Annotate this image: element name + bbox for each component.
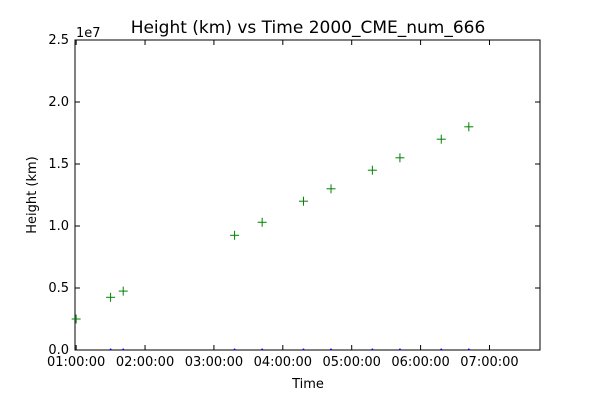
plot-area-frame — [74, 39, 541, 351]
x-tick: 03:00:00 — [185, 40, 243, 370]
y-axis-label: Height (km) — [25, 156, 40, 233]
x-tick-label: 04:00:00 — [254, 355, 312, 370]
data-point-dot — [109, 348, 112, 351]
x-tick-label: 02:00:00 — [116, 355, 174, 370]
y-tick: 1.5 — [48, 157, 540, 172]
data-point-dot — [467, 348, 470, 351]
data-point-plus — [257, 217, 267, 227]
x-tick: 01:00:00 — [47, 40, 105, 370]
y-tick: 1.0 — [48, 219, 540, 234]
y-tick-label: 1.0 — [48, 219, 69, 234]
data-point-plus — [106, 292, 116, 302]
data-point-dot — [261, 348, 264, 351]
data-point-dot — [330, 348, 333, 351]
data-point-dot — [302, 348, 305, 351]
y-tick-label: 2.0 — [48, 95, 69, 110]
x-tick-label: 05:00:00 — [323, 355, 381, 370]
data-point-plus — [367, 165, 377, 175]
chart-title: Height (km) vs Time 2000_CME_num_666 — [131, 18, 486, 38]
y-tick-label: 0.0 — [48, 343, 69, 358]
x-tick: 05:00:00 — [323, 40, 381, 370]
data-marks — [71, 122, 474, 351]
data-point-plus — [298, 196, 308, 206]
data-point-plus — [326, 184, 336, 194]
x-tick: 06:00:00 — [391, 40, 450, 370]
data-point-dot — [440, 348, 443, 351]
x-tick-label: 01:00:00 — [47, 355, 105, 370]
y-axis-ticks: 0.0 0.5 1.0 1.5 2.0 2.5 — [48, 33, 540, 358]
data-point-dot — [398, 348, 401, 351]
y-tick: 2.5 — [48, 33, 540, 48]
x-tick-label: 07:00:00 — [460, 355, 518, 370]
x-axis-label: Time — [291, 377, 324, 392]
data-point-plus — [436, 134, 446, 144]
x-tick-label: 06:00:00 — [391, 355, 449, 370]
data-point-plus — [118, 286, 128, 296]
y-tick: 0.0 — [48, 343, 540, 358]
x-tick: 04:00:00 — [254, 40, 312, 370]
x-tick: 07:00:00 — [460, 40, 519, 370]
x-axis-ticks: 01:00:00 02:00:00 03:00:00 04:00:00 05:00:00… — [47, 40, 519, 370]
data-point-plus — [395, 153, 405, 163]
y-tick: 2.0 — [48, 95, 540, 110]
data-point-plus — [230, 230, 240, 240]
data-point-dot — [371, 348, 374, 351]
y-tick-label: 1.5 — [48, 157, 69, 172]
x-tick-label: 03:00:00 — [185, 355, 243, 370]
data-point-plus — [71, 314, 81, 324]
data-point-plus — [464, 122, 474, 132]
y-tick: 0.5 — [48, 281, 540, 296]
data-point-dot — [122, 348, 125, 351]
y-offset-label: 1e7 — [76, 26, 101, 41]
y-tick-label: 2.5 — [48, 33, 69, 48]
y-tick-label: 0.5 — [48, 281, 69, 296]
x-tick: 02:00:00 — [116, 40, 174, 370]
data-point-dot — [233, 348, 236, 351]
